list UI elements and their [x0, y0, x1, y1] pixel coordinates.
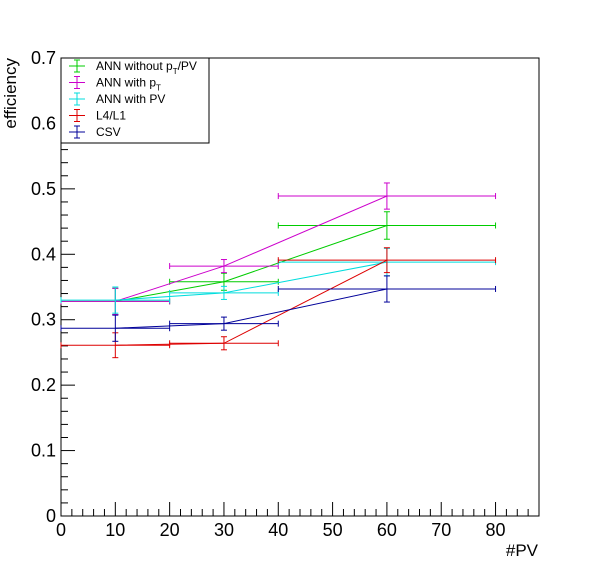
x-tick-label: 60	[377, 520, 397, 540]
y-tick-label: 0	[46, 506, 56, 526]
legend-label-main: ANN without p	[96, 59, 173, 73]
y-tick-label: 0.1	[31, 441, 56, 461]
legend-entry-label: CSV	[96, 125, 121, 139]
x-axis-title: #PV	[506, 541, 539, 560]
y-tick-label: 0.5	[31, 179, 56, 199]
legend-label-tail: /PV	[178, 59, 197, 73]
y-axis-title: efficiency	[1, 58, 20, 129]
y-tick-label: 0.6	[31, 113, 56, 133]
x-tick-label: 70	[431, 520, 451, 540]
x-tick-label: 50	[323, 520, 343, 540]
y-tick-label: 0.3	[31, 310, 56, 330]
legend-label-main: L4/L1	[96, 109, 126, 123]
x-tick-label: 10	[105, 520, 125, 540]
y-tick-label: 0.2	[31, 375, 56, 395]
x-tick-label: 20	[160, 520, 180, 540]
legend-entry-label: ANN with PV	[96, 92, 165, 106]
y-tick-label: 0.7	[31, 48, 56, 68]
x-tick-label: 40	[268, 520, 288, 540]
x-tick-label: 30	[214, 520, 234, 540]
legend-entry-label: L4/L1	[96, 109, 126, 123]
y-tick-label: 0.4	[31, 244, 56, 264]
legend-label-main: ANN with PV	[96, 92, 165, 106]
legend-label-main: ANN with p	[96, 76, 156, 90]
x-tick-label: 0	[56, 520, 66, 540]
legend-label-main: CSV	[96, 125, 121, 139]
x-tick-label: 80	[486, 520, 506, 540]
